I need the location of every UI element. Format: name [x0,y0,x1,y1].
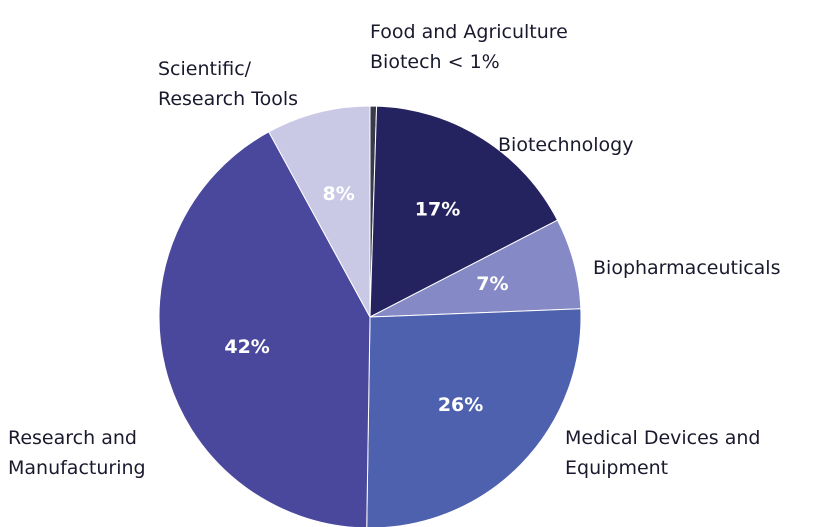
category-label: Biopharmaceuticals [593,257,781,279]
category-label: Biotechnology [498,134,633,156]
category-label: Research and Manufacturing [8,427,146,479]
category-label: Medical Devices and Equipment [565,427,761,479]
value-label: 26% [438,394,483,416]
category-label-line: Biotechnology [498,134,633,156]
value-label: 17% [415,198,460,220]
category-label-line: Food and Agriculture [370,21,568,43]
category-label-line: Research and [8,427,137,449]
category-label-line: Manufacturing [8,457,146,479]
page: Food and Agriculture Biotech < 1% 17% Biote… [0,0,835,527]
pie-slice [367,309,581,527]
category-label-line: Scientific/ [158,58,252,80]
category-label-line: Equipment [565,457,668,479]
category-label-line: Research Tools [158,88,298,110]
category-label-line: Biotech < 1% [370,51,500,73]
value-label: 42% [224,336,269,358]
value-label: 7% [476,273,508,295]
category-label-line: Biopharmaceuticals [593,257,781,279]
category-label: Food and Agriculture Biotech < 1% [370,21,568,73]
category-label-line: Medical Devices and [565,427,761,449]
category-label: Scientific/Research Tools [158,58,298,110]
chart: Food and Agriculture Biotech < 1% 17% Biote… [0,0,835,527]
value-label: 8% [323,183,355,205]
